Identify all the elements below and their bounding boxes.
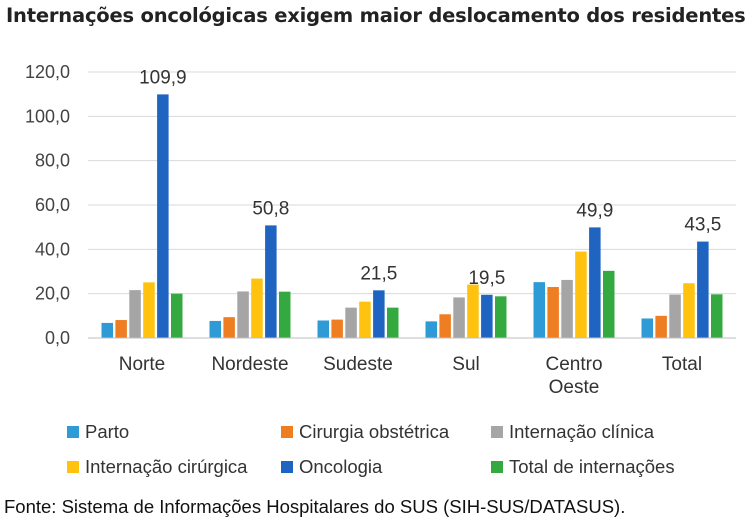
bar <box>359 301 371 338</box>
bar <box>279 291 291 338</box>
bar <box>425 321 437 338</box>
legend-label: Parto <box>85 421 129 442</box>
bar <box>101 322 113 338</box>
y-tick-label: 60,0 <box>35 195 70 215</box>
legend-label: Total de internações <box>509 456 675 477</box>
bar <box>157 94 169 338</box>
bar <box>655 315 667 338</box>
data-label: 19,5 <box>468 268 505 289</box>
legend-swatch <box>281 461 293 473</box>
legend-label: Internação clínica <box>509 421 655 442</box>
bar <box>345 307 357 338</box>
x-category-label: Sul <box>452 354 479 375</box>
y-tick-label: 0,0 <box>45 328 70 348</box>
bar <box>171 293 183 338</box>
bar <box>547 287 559 338</box>
y-tick-label: 20,0 <box>35 284 70 304</box>
y-tick-label: 40,0 <box>35 239 70 259</box>
bar <box>683 283 695 338</box>
bar <box>237 291 249 338</box>
bar <box>711 294 723 338</box>
bar <box>603 270 615 338</box>
bar <box>697 241 709 338</box>
bar <box>317 320 329 338</box>
bar <box>129 290 141 338</box>
legend-swatch <box>491 426 503 438</box>
data-label: 49,9 <box>576 200 613 221</box>
legend-swatch <box>491 461 503 473</box>
data-label: 43,5 <box>684 215 721 236</box>
bar <box>373 290 385 338</box>
y-tick-label: 100,0 <box>25 106 70 126</box>
bar <box>439 314 451 338</box>
x-category-label: Sudeste <box>323 354 393 375</box>
bar <box>453 297 465 338</box>
bar <box>533 282 545 338</box>
legend-swatch <box>281 426 293 438</box>
bar <box>143 282 155 338</box>
chart-title: Internações oncológicas exigem maior des… <box>6 4 745 27</box>
y-tick-label: 120,0 <box>25 62 70 82</box>
source-note: Fonte: Sistema de Informações Hospitalar… <box>4 496 626 517</box>
legend-label: Oncologia <box>299 456 383 477</box>
legend-label: Cirurgia obstétrica <box>299 421 450 442</box>
bar <box>387 307 399 338</box>
bar <box>115 320 127 338</box>
bar <box>641 318 653 338</box>
bar <box>495 296 507 338</box>
bar <box>265 225 277 338</box>
bar <box>223 317 235 338</box>
data-label: 21,5 <box>360 263 397 284</box>
x-category-label: Centro <box>545 354 602 375</box>
bar <box>209 320 221 338</box>
legend-label: Internação cirúrgica <box>85 456 248 477</box>
x-category-label: Oeste <box>549 377 600 398</box>
bar <box>561 279 573 338</box>
y-tick-label: 80,0 <box>35 151 70 171</box>
bar <box>467 284 479 338</box>
x-category-label: Norte <box>119 354 165 375</box>
legend-swatch <box>67 426 79 438</box>
data-label: 109,9 <box>139 67 187 88</box>
bar <box>251 278 263 338</box>
x-category-label: Nordeste <box>211 354 288 375</box>
bar <box>481 294 493 338</box>
x-category-label: Total <box>662 354 702 375</box>
bar <box>589 227 601 338</box>
legend-swatch <box>67 461 79 473</box>
bar <box>669 294 681 338</box>
bar <box>331 319 343 338</box>
bar <box>575 251 587 338</box>
data-label: 50,8 <box>252 198 289 219</box>
